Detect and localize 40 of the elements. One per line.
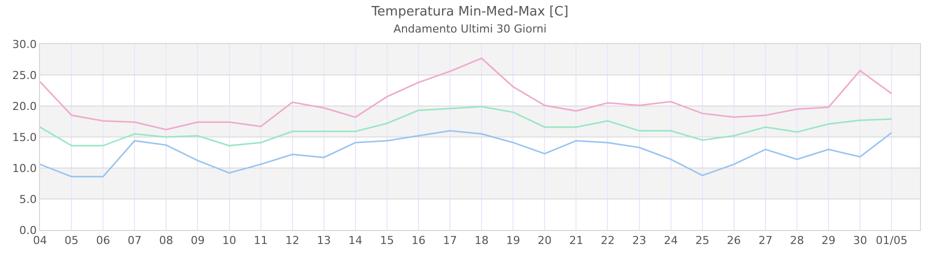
- x-tick-label: 19: [506, 234, 520, 248]
- y-tick-label: 0.0: [19, 224, 37, 237]
- x-tick-label: 04: [33, 234, 47, 248]
- x-tick-label: 21: [569, 234, 584, 248]
- x-tick-label: 08: [159, 234, 174, 248]
- y-tick-label: 30.0: [12, 38, 37, 51]
- x-tick-label: 01/05: [876, 234, 908, 248]
- x-tick-label: 05: [64, 234, 79, 248]
- x-tick-label: 18: [474, 234, 489, 248]
- x-tick-label: 11: [254, 234, 268, 248]
- x-tick-label: 06: [96, 234, 110, 248]
- x-tick-label: 30: [853, 234, 868, 248]
- x-tick-label: 25: [695, 234, 710, 248]
- line-series: [40, 58, 892, 130]
- x-tick-label: 16: [411, 234, 426, 248]
- x-tick-label: 13: [316, 234, 331, 248]
- x-tick-label: 27: [758, 234, 772, 248]
- x-tick-label: 23: [632, 234, 646, 248]
- x-tick-label: 09: [190, 234, 205, 248]
- x-tick-label: 24: [664, 234, 678, 248]
- x-tick-label: 15: [380, 234, 394, 248]
- x-tick-label: 29: [822, 234, 836, 248]
- x-tick-label: 26: [726, 234, 741, 248]
- y-tick-label: 25.0: [12, 68, 37, 82]
- x-tick-label: 14: [348, 234, 362, 248]
- chart-subtitle: Andamento Ultimi 30 Giorni: [393, 22, 547, 36]
- line-series: [40, 106, 892, 146]
- x-tick-label: 12: [285, 234, 300, 248]
- y-tick-label: 10.0: [12, 162, 37, 175]
- x-tick-label: 07: [128, 234, 142, 248]
- y-tick-label: 15.0: [12, 130, 37, 144]
- x-tick-label: 10: [222, 234, 236, 248]
- x-tick-label: 28: [790, 234, 804, 248]
- x-tick-label: 20: [538, 234, 552, 248]
- line-series: [40, 130, 892, 178]
- x-tick-label: 17: [443, 234, 458, 248]
- chart-title: Temperatura Min-Med-Max [C]: [370, 4, 568, 20]
- y-tick-label: 20.0: [12, 100, 37, 113]
- y-tick-label: 5.0: [19, 192, 37, 206]
- x-tick-label: 22: [600, 234, 615, 248]
